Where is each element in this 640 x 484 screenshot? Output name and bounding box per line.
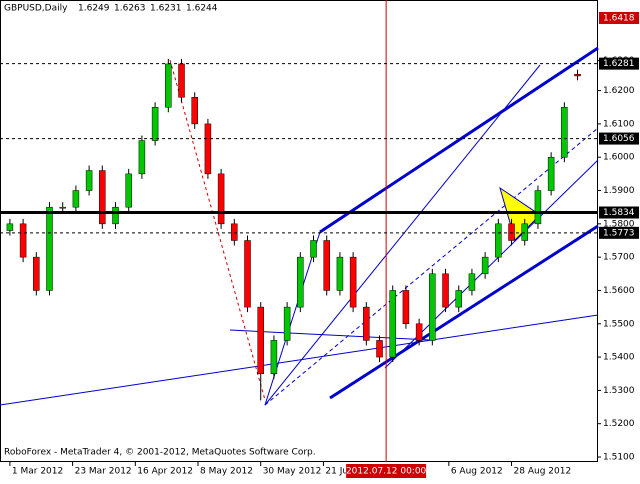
y-tick-label: 1.5100 [603, 453, 635, 463]
y-tick-label: 1.6200 [603, 86, 635, 96]
x-tick-label: 30 May 2012 [263, 467, 322, 477]
candle-body [389, 290, 396, 358]
candle-body [217, 173, 225, 225]
plot-frame [0, 0, 598, 462]
x-tick-label: 16 Apr 2012 [137, 467, 193, 477]
y-tick-label: 1.5600 [603, 286, 635, 296]
candle-body [125, 173, 132, 208]
candle-body [323, 240, 330, 291]
candle-body [455, 290, 462, 308]
x-tick-label: 23 Mar 2012 [75, 467, 132, 477]
level-box [599, 226, 639, 239]
candles [6, 58, 581, 401]
trendline [264, 64, 541, 406]
level-box [599, 11, 639, 24]
candle-body [310, 240, 317, 258]
candle-body [349, 256, 357, 308]
cursor-label-bg [346, 464, 427, 478]
ohlc-high: 1.6263 [114, 4, 146, 14]
y-tick-label: 1.5800 [603, 219, 635, 229]
x-tick-label: 28 Aug 2012 [514, 467, 572, 477]
candle-body [99, 170, 106, 225]
candle-body [481, 256, 489, 275]
level-box [599, 57, 639, 70]
y-tick-label: 1.5900 [603, 186, 635, 196]
level-box [599, 206, 639, 219]
level-label: 1.6418 [603, 13, 635, 23]
candle-body [297, 256, 304, 308]
chart-title: GBPUSD,Daily [4, 4, 68, 14]
candle-body [495, 223, 502, 258]
candle-body [336, 256, 344, 291]
candle-body [204, 123, 212, 175]
level-label: 1.6056 [603, 134, 635, 144]
candle-body [138, 140, 146, 175]
candle-body [574, 74, 581, 77]
candle-body [270, 340, 278, 374]
ohlc-close: 1.6244 [186, 4, 218, 14]
candle-body [442, 273, 449, 308]
candle-body [85, 170, 93, 191]
trendline [0, 314, 599, 406]
level-box [599, 132, 639, 145]
candle-body [376, 340, 383, 358]
candle-body [19, 223, 27, 258]
candle-body [59, 206, 66, 209]
channel-top [319, 46, 599, 234]
candle-body [429, 273, 436, 341]
candle-body [402, 290, 410, 325]
candle-body [508, 223, 515, 241]
x-tick-label: 6 Aug 2012 [451, 467, 503, 477]
trendline [169, 59, 266, 401]
y-tick-label: 1.5300 [603, 386, 635, 396]
candle-body [112, 206, 119, 225]
x-tick-label: 1 Mar 2012 [12, 467, 63, 477]
candle-body [6, 223, 14, 231]
level-label: 1.6281 [603, 59, 635, 69]
y-tick-label: 1.5200 [603, 419, 635, 429]
candle-body [191, 97, 198, 125]
candle-body [231, 223, 238, 241]
footer: RoboForex - MetaTrader 4, © 2001-2012, M… [4, 448, 316, 458]
candle-body [178, 63, 185, 98]
candle-body [72, 190, 80, 208]
candle-body [468, 273, 476, 291]
y-tick-label: 1.5500 [603, 319, 635, 329]
candle-body [561, 107, 568, 158]
candle-body [165, 63, 172, 108]
channel-bottom [329, 224, 599, 400]
level-label: 1.5773 [603, 228, 635, 238]
x-tick-label: 8 May 2012 [200, 467, 253, 477]
y-tick-label: 1.5700 [603, 253, 635, 263]
candle-body [151, 107, 159, 141]
y-tick-label: 1.6000 [603, 153, 635, 163]
y-tick-label: 1.6100 [603, 119, 635, 129]
candle-body [521, 223, 528, 241]
candle-body [547, 156, 555, 191]
ohlc-low: 1.6231 [150, 4, 182, 14]
candle-body [534, 190, 542, 225]
candle-body [33, 256, 40, 291]
trendline [264, 127, 599, 406]
candle-body [415, 323, 423, 341]
candle-body [283, 306, 291, 341]
ohlc-open: 1.6249 [78, 4, 110, 14]
y-tick-label: 1.5400 [603, 353, 635, 363]
candle-body [46, 206, 53, 291]
candle-body [244, 240, 251, 308]
candle-body [257, 306, 264, 374]
level-label: 1.5834 [603, 208, 635, 218]
candle-body [363, 306, 370, 341]
cursor-label: 2012.07.12 00:00 [346, 467, 427, 477]
